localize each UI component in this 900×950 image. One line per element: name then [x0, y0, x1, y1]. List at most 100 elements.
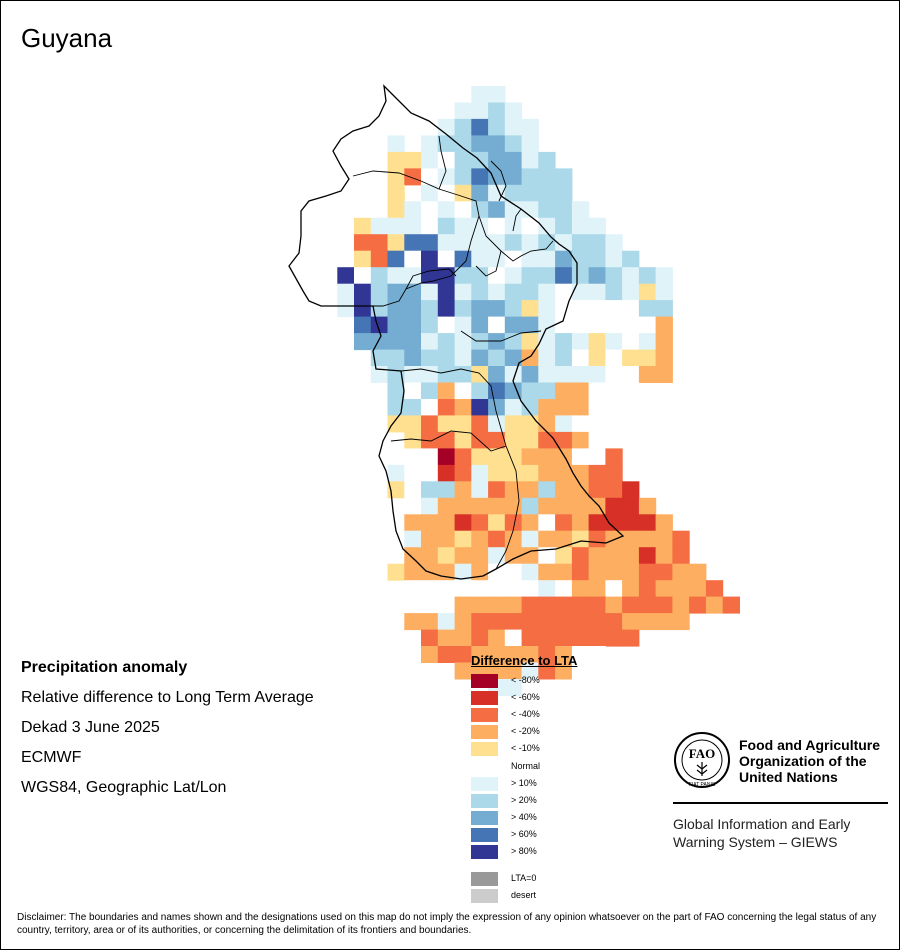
anomaly-cell — [421, 629, 439, 647]
anomaly-cell — [421, 613, 439, 631]
anomaly-cell — [454, 118, 472, 136]
anomaly-cell — [471, 448, 489, 466]
anomaly-cell — [555, 580, 573, 598]
legend-label: > 40% — [511, 812, 537, 822]
legend: Difference to LTA < -80% < -60% < -40% < -2… — [471, 653, 577, 912]
anomaly-cell — [504, 613, 523, 631]
info-projection: WGS84, Geographic Lat/Lon — [21, 779, 227, 796]
anomaly-cell — [521, 118, 539, 136]
anomaly-cell — [555, 184, 573, 202]
anomaly-cell — [521, 448, 539, 466]
legend-label: < -20% — [511, 726, 540, 736]
anomaly-cell — [471, 184, 489, 202]
anomaly-cell — [705, 580, 724, 598]
anomaly-cell — [571, 382, 590, 400]
anomaly-cell — [538, 300, 556, 318]
anomaly-cell — [521, 201, 539, 219]
anomaly-cell — [521, 613, 539, 631]
legend-label: < -80% — [511, 675, 540, 685]
anomaly-cell — [571, 629, 590, 647]
anomaly-cell — [605, 333, 623, 351]
anomaly-cell — [571, 547, 590, 565]
anomaly-cell — [471, 497, 489, 515]
anomaly-cell — [571, 448, 590, 466]
anomaly-cell — [622, 530, 640, 548]
anomaly-cell — [605, 613, 623, 631]
anomaly-cell — [555, 596, 573, 614]
map-info: Precipitation anomaly Relative differenc… — [21, 657, 314, 807]
anomaly-cell — [571, 234, 590, 252]
anomaly-cell — [437, 135, 456, 153]
legend-swatch — [471, 725, 498, 739]
anomaly-cell — [555, 267, 573, 285]
anomaly-cell — [437, 431, 456, 449]
anomaly-cell — [488, 448, 506, 466]
anomaly-cell — [538, 349, 556, 367]
anomaly-cell — [337, 300, 355, 318]
anomaly-cell — [538, 151, 556, 169]
anomaly-cell — [404, 613, 422, 631]
anomaly-cell — [404, 547, 422, 565]
anomaly-cell — [588, 283, 606, 301]
anomaly-cell — [337, 283, 355, 301]
anomaly-cell — [437, 646, 456, 663]
anomaly-cell — [437, 613, 456, 631]
anomaly-cell — [504, 514, 523, 532]
anomaly-cell — [454, 250, 472, 268]
guyana-outline — [288, 84, 625, 580]
anomaly-cell — [387, 547, 405, 565]
legend-label: > 20% — [511, 795, 537, 805]
anomaly-cell — [437, 366, 456, 383]
anomaly-cell — [404, 151, 422, 169]
anomaly-cell — [488, 349, 506, 367]
anomaly-cell — [454, 135, 472, 153]
anomaly-cell — [605, 580, 623, 598]
anomaly-cell — [588, 333, 606, 351]
anomaly-cell — [387, 300, 405, 318]
anomaly-cell — [638, 300, 657, 318]
anomaly-cell — [571, 580, 590, 598]
anomaly-cell — [504, 530, 523, 548]
anomaly-cell — [622, 333, 640, 351]
anomaly-cell — [555, 349, 573, 367]
anomaly-cell — [404, 580, 422, 598]
anomaly-cell — [571, 431, 590, 449]
anomaly-cell — [387, 151, 405, 169]
anomaly-cell — [622, 613, 640, 631]
anomaly-cell — [471, 530, 489, 548]
anomaly-cell — [588, 646, 606, 663]
region-line — [390, 430, 507, 452]
anomaly-cell — [504, 679, 523, 696]
anomaly-cell — [454, 662, 472, 680]
anomaly-cell — [655, 514, 673, 532]
anomaly-cell — [722, 596, 740, 614]
legend-swatch — [471, 708, 498, 722]
anomaly-cell — [437, 316, 456, 334]
anomaly-cell — [471, 547, 489, 565]
anomaly-cell — [571, 596, 590, 614]
anomaly-cell — [521, 514, 539, 532]
map-title: Guyana — [21, 23, 113, 53]
anomaly-cell — [521, 497, 539, 515]
anomaly-cell — [588, 448, 606, 466]
fao-logo-motto: FIAT PANIS — [689, 782, 716, 788]
anomaly-cell — [504, 497, 523, 515]
anomaly-cell — [504, 168, 523, 186]
anomaly-cell — [471, 333, 489, 351]
anomaly-cell — [521, 151, 539, 169]
anomaly-cell — [571, 250, 590, 268]
anomaly-cell — [471, 399, 489, 416]
anomaly-cell — [404, 217, 422, 235]
anomaly-cell — [404, 366, 422, 383]
anomaly-cell — [622, 300, 640, 318]
anomaly-cell — [571, 349, 590, 367]
anomaly-cell — [454, 431, 472, 449]
anomaly-cell — [622, 316, 640, 334]
anomaly-cell — [454, 613, 472, 631]
anomaly-cell — [672, 563, 690, 581]
anomaly-cell — [538, 464, 556, 482]
anomaly-cell — [538, 333, 556, 351]
anomaly-cell — [454, 316, 472, 334]
anomaly-cell — [605, 382, 623, 400]
anomaly-cell — [488, 481, 506, 499]
